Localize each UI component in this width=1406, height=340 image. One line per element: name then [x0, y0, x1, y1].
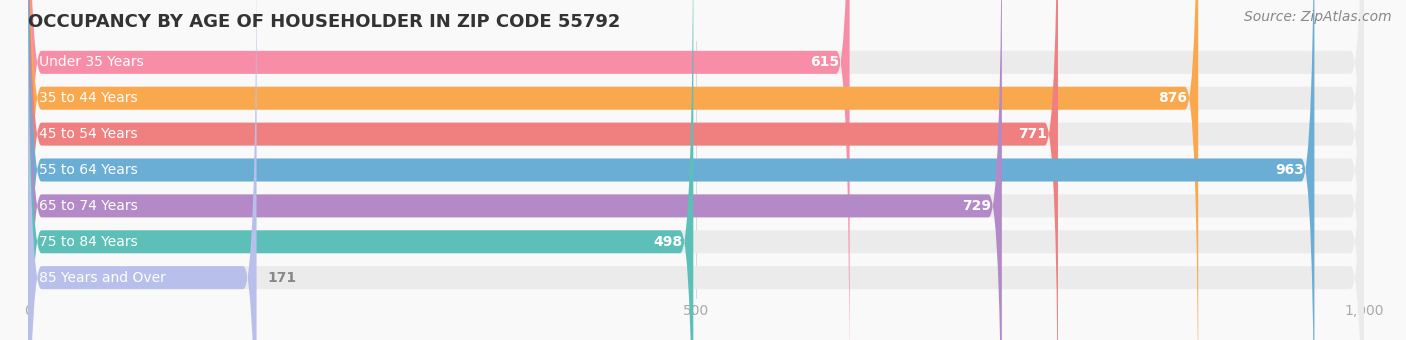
Text: OCCUPANCY BY AGE OF HOUSEHOLDER IN ZIP CODE 55792: OCCUPANCY BY AGE OF HOUSEHOLDER IN ZIP C… — [28, 13, 620, 31]
Text: 876: 876 — [1159, 91, 1188, 105]
FancyBboxPatch shape — [28, 0, 1002, 340]
Text: Under 35 Years: Under 35 Years — [39, 55, 143, 69]
FancyBboxPatch shape — [28, 0, 1364, 340]
FancyBboxPatch shape — [28, 0, 1364, 340]
FancyBboxPatch shape — [28, 0, 1364, 340]
FancyBboxPatch shape — [28, 0, 1364, 340]
Text: 45 to 54 Years: 45 to 54 Years — [39, 127, 138, 141]
Text: 171: 171 — [267, 271, 297, 285]
FancyBboxPatch shape — [28, 0, 1315, 340]
Text: 963: 963 — [1275, 163, 1303, 177]
FancyBboxPatch shape — [28, 0, 256, 340]
FancyBboxPatch shape — [28, 0, 849, 340]
Text: 35 to 44 Years: 35 to 44 Years — [39, 91, 138, 105]
Text: 771: 771 — [1018, 127, 1047, 141]
FancyBboxPatch shape — [28, 0, 1364, 340]
FancyBboxPatch shape — [28, 0, 1364, 340]
Text: 75 to 84 Years: 75 to 84 Years — [39, 235, 138, 249]
Text: 85 Years and Over: 85 Years and Over — [39, 271, 166, 285]
Text: Source: ZipAtlas.com: Source: ZipAtlas.com — [1244, 10, 1392, 24]
Text: 498: 498 — [654, 235, 683, 249]
FancyBboxPatch shape — [28, 0, 693, 340]
FancyBboxPatch shape — [28, 0, 1198, 340]
Text: 615: 615 — [810, 55, 839, 69]
FancyBboxPatch shape — [28, 0, 1364, 340]
Text: 65 to 74 Years: 65 to 74 Years — [39, 199, 138, 213]
FancyBboxPatch shape — [28, 0, 1057, 340]
Text: 729: 729 — [962, 199, 991, 213]
Text: 55 to 64 Years: 55 to 64 Years — [39, 163, 138, 177]
